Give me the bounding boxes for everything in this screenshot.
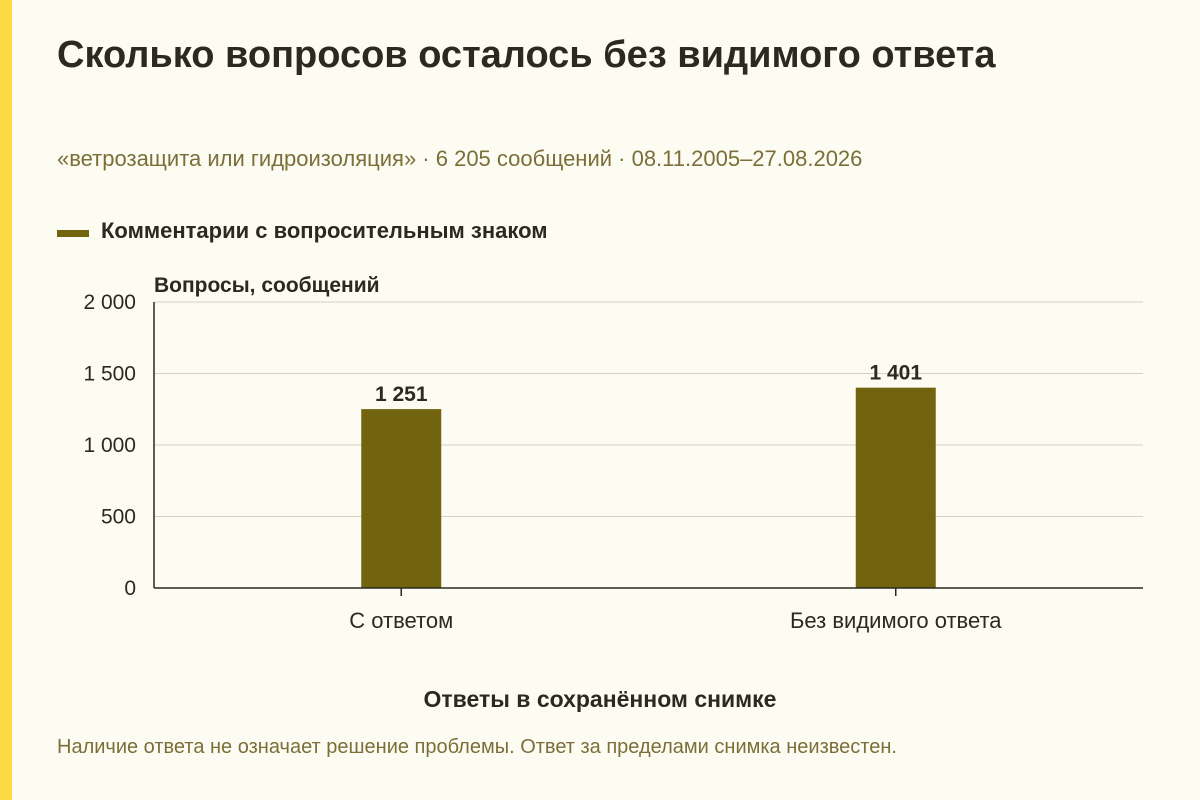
y-tick-label: 500: [101, 506, 136, 529]
legend-swatch: [57, 229, 89, 237]
accent-stripe: [0, 0, 12, 800]
y-tick-label: 1 000: [83, 434, 136, 457]
chart-title: Сколько вопросов осталось без видимого о…: [57, 34, 996, 76]
y-tick-label: 0: [124, 577, 136, 600]
legend-label: Комментарии с вопросительным знаком: [101, 218, 548, 243]
y-tick-label: 1 500: [83, 363, 136, 386]
bar-value-label: 1 401: [869, 362, 922, 385]
footnote: Наличие ответа не означает решение пробл…: [57, 736, 897, 758]
x-tick-label: С ответом: [349, 608, 453, 633]
y-tick-label: 2 000: [83, 291, 136, 314]
x-tick-label: Без видимого ответа: [790, 608, 1002, 633]
x-axis-title: Ответы в сохранённом снимке: [423, 686, 777, 712]
chart-subtitle: «ветрозащита или гидроизоляция» · 6 205 …: [57, 146, 863, 171]
y-axis-title: Вопросы, сообщений: [154, 274, 380, 297]
bar-value-label: 1 251: [375, 383, 428, 406]
legend: Комментарии с вопросительным знаком: [57, 218, 548, 244]
bar: [855, 387, 936, 588]
bar: [361, 409, 442, 588]
